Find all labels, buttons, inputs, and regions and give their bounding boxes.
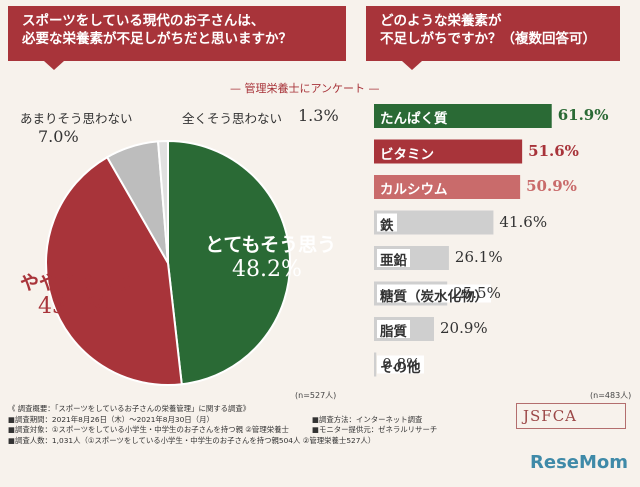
bar-1 xyxy=(374,139,523,164)
bar-value-7: 0.8% xyxy=(382,354,421,373)
question-header-right: どのような栄養素が 不足しがちですか？（複数回答可） xyxy=(366,6,620,70)
pie-slice-strongly-disagree xyxy=(156,139,169,264)
bar-label-bg-7 xyxy=(377,355,424,374)
bar-label-bg-5 xyxy=(377,284,491,303)
footer-method: ■調査方法：インターネット調査 xyxy=(312,414,423,424)
pie-label-strongly-disagree: 全くそう思わない xyxy=(182,111,283,126)
bar-0 xyxy=(374,104,552,128)
bar-label-2: カルシウム xyxy=(380,182,448,198)
pie-label-somewhat-agree: ややそう思う xyxy=(20,272,135,294)
header-right-line2: 不足しがちですか？（複数回答可） xyxy=(380,31,596,47)
survey-subtitle: — 管理栄養士にアンケート — xyxy=(230,82,380,95)
pie-value-strongly-agree: 48.2% xyxy=(232,257,302,282)
header-left-line2: 必要な栄養素が不足しがちだと思いますか？ xyxy=(22,31,292,47)
pie-value-slightly-disagree: 7.0% xyxy=(38,127,79,146)
bar-value-3: 41.6% xyxy=(499,212,548,231)
pie-label-strongly-agree: とてもそう思う xyxy=(205,234,337,256)
bar-label-1: ビタミン xyxy=(380,146,434,163)
footer-line-2: ■調査期間：2021年8月26日（木）～2021年8月30日（月） xyxy=(8,414,214,424)
bar-value-0: 61.9% xyxy=(557,106,609,124)
pie-slice-strongly-agree xyxy=(167,139,291,386)
bar-value-4: 26.1% xyxy=(454,248,503,266)
bar-label-bg-3 xyxy=(377,213,397,232)
header-right-line1: どのような栄養素が xyxy=(380,13,502,29)
header-left-line1: スポーツをしている現代のお子さんは、 xyxy=(22,13,265,29)
bar-2 xyxy=(374,175,521,199)
pie-chart xyxy=(45,139,291,386)
footer-line-4: ■調査人数：1,031人（①スポーツをしている小学生・中学生のお子さんを持つ親5… xyxy=(8,435,376,445)
bar-label-0: たんぱく質 xyxy=(380,111,448,127)
bar-label-3: 鉄 xyxy=(380,217,394,234)
bar-7 xyxy=(374,352,377,377)
bar-label-7: その他 xyxy=(380,359,421,376)
bar-chart xyxy=(374,104,552,377)
pie-sample-size: (n=527人) xyxy=(295,391,337,400)
bar-label-bg-6 xyxy=(377,320,410,338)
footer-line-1: 《 調査概要：「スポーツをしているお子さんの栄養管理」に関する調査》 xyxy=(8,404,251,413)
pie-slice-somewhat-agree xyxy=(45,155,183,386)
bar-value-1: 51.6% xyxy=(528,141,579,160)
footer-line-3: ■調査対象：①スポーツをしている小学生・中学生のお子さんを持つ親 ②管理栄養士 xyxy=(8,425,289,434)
bar-sample-size: (n=483人) xyxy=(590,391,632,400)
pie-value-strongly-disagree: 1.3% xyxy=(298,106,339,125)
resemom-logo: ReseMom xyxy=(530,452,629,473)
bar-label-bg-4 xyxy=(377,249,410,267)
bar-value-6: 20.9% xyxy=(440,319,488,337)
question-header-left: スポーツをしている現代のお子さんは、 必要な栄養素が不足しがちだと思いますか？ xyxy=(8,6,346,70)
pie-value-somewhat-agree: 43.5% xyxy=(38,294,108,319)
bar-value-2: 50.9% xyxy=(526,177,577,195)
bar-label-4: 亜鉛 xyxy=(380,253,407,269)
jsfca-logo: JSFCA xyxy=(516,403,626,429)
pie-label-slightly-disagree: あまりそう思わない xyxy=(20,111,133,126)
bar-label-6: 脂質 xyxy=(380,324,407,340)
bar-value-5: 25.5% xyxy=(453,283,501,302)
bar-label-5: 糖質（炭水化物） xyxy=(380,288,488,305)
footer-monitor: ■モニター提供元：ゼネラルリサーチ xyxy=(312,425,438,434)
